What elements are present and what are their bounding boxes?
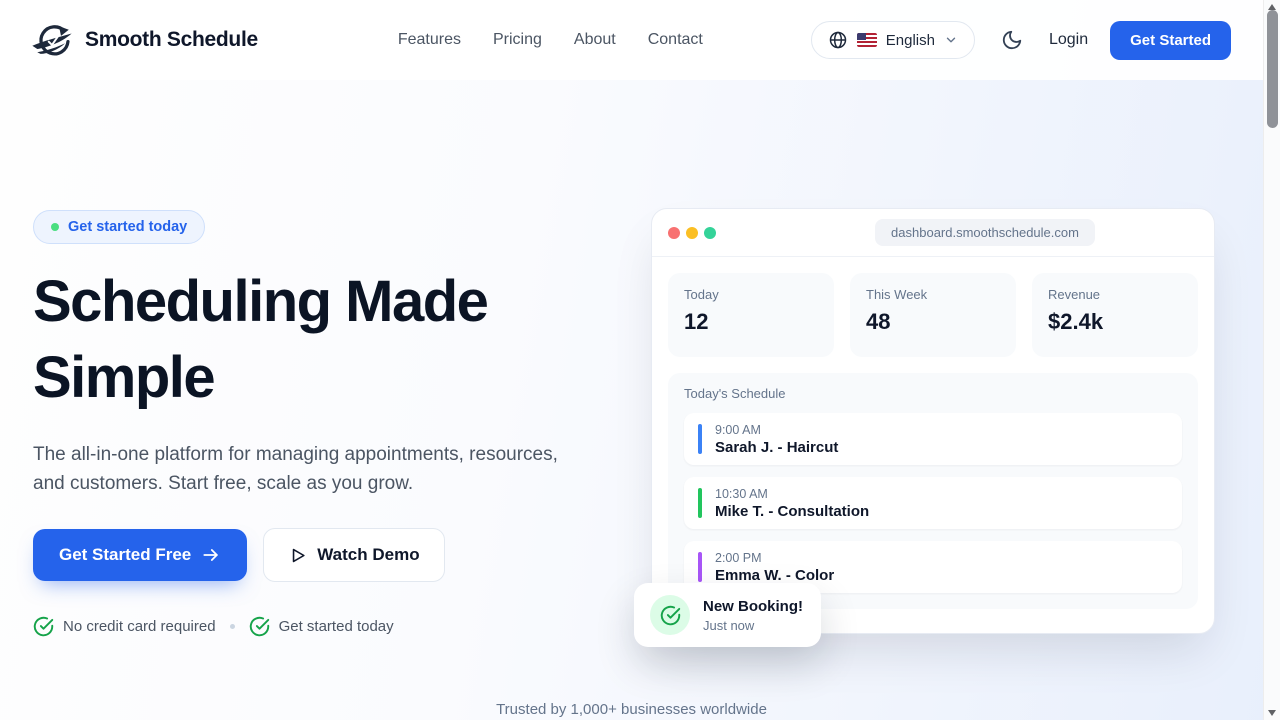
- appointment-name: Emma W. - Color: [715, 566, 835, 584]
- scroll-up-arrow-icon[interactable]: [1268, 4, 1276, 10]
- arrow-right-icon: [201, 545, 221, 565]
- toast-subtitle: Just now: [703, 617, 755, 633]
- chevron-down-icon: [944, 33, 958, 47]
- page-scrollbar[interactable]: [1263, 0, 1280, 720]
- brand-logo[interactable]: Smooth Schedule: [32, 22, 258, 58]
- stat-label: Today: [684, 287, 719, 302]
- nav-link-features[interactable]: Features: [397, 31, 461, 48]
- stat-card-today: Today 12: [668, 273, 834, 357]
- dot-separator: [229, 624, 235, 629]
- stat-value: 12: [684, 309, 709, 334]
- check-circle-icon: [249, 616, 270, 637]
- stat-value: 48: [866, 309, 891, 334]
- brand-name: Smooth Schedule: [85, 28, 258, 51]
- get-started-button[interactable]: Get Started: [1110, 20, 1231, 60]
- watch-demo-label: Watch Demo: [317, 545, 420, 564]
- check-item: No credit card required: [33, 616, 216, 637]
- stats-row: Today 12 This Week 48 Revenue $2.4k: [668, 273, 1198, 357]
- language-label: English: [885, 31, 935, 49]
- login-link[interactable]: Login: [1048, 31, 1089, 48]
- scrollbar-thumb[interactable]: [1267, 10, 1278, 128]
- us-flag-icon: [856, 33, 877, 47]
- browser-window: dashboard.smoothschedule.com Today 12 Th…: [634, 208, 1215, 647]
- toast-title: New Booking!: [703, 597, 803, 615]
- hero-badge-label: Get started today: [68, 219, 188, 235]
- stat-card-week: This Week 48: [850, 273, 1016, 357]
- stat-value: $2.4k: [1048, 309, 1104, 334]
- scroll-down-arrow-icon[interactable]: [1268, 710, 1276, 716]
- nav-link-pricing[interactable]: Pricing: [493, 31, 542, 48]
- trust-text: Trusted by 1,000+ businesses worldwide: [496, 701, 767, 718]
- hero-cta-row: Get Started Free Watch Demo: [33, 528, 613, 582]
- logo-swoosh-icon: [32, 22, 72, 58]
- maximize-window-icon: [704, 226, 716, 239]
- hero-copy: Get started today Scheduling Made Simple…: [33, 208, 613, 637]
- hero-badge: Get started today: [33, 210, 206, 244]
- appointment-time: 10:30 AM: [715, 486, 768, 501]
- schedule-title: Today's Schedule: [684, 386, 786, 401]
- dark-mode-toggle[interactable]: [997, 25, 1027, 55]
- new-booking-toast: New Booking! Just now: [634, 583, 821, 647]
- booking-check-icon: [650, 595, 690, 635]
- language-selector[interactable]: English: [810, 21, 975, 59]
- appointment-accent-bar: [698, 488, 702, 518]
- appointment-accent-bar: [698, 424, 702, 454]
- close-window-icon: [668, 226, 680, 239]
- appointment-name: Sarah J. - Haircut: [715, 438, 839, 456]
- play-icon: [288, 546, 307, 565]
- get-started-free-label: Get Started Free: [59, 545, 192, 564]
- hero-description: The all-in-one platform for managing app…: [33, 444, 558, 494]
- check-circle-icon: [33, 616, 54, 637]
- globe-icon: [828, 30, 848, 50]
- main-nav: Features Pricing About Contact: [398, 31, 703, 49]
- check-label: No credit card required: [63, 618, 216, 635]
- check-label: Get started today: [278, 618, 394, 635]
- appointment-row: 10:30 AM Mike T. - Consultation: [684, 477, 1182, 529]
- nav-link-contact[interactable]: Contact: [647, 31, 703, 48]
- header: Smooth Schedule Features Pricing About C…: [0, 0, 1263, 80]
- schedule-panel: Today's Schedule 9:00 AM Sarah J. - Hair…: [668, 373, 1198, 609]
- dashboard-mockup: dashboard.smoothschedule.com Today 12 Th…: [634, 208, 1215, 647]
- check-item: Get started today: [249, 616, 394, 637]
- appointment-time: 2:00 PM: [715, 550, 762, 565]
- address-bar: dashboard.smoothschedule.com: [875, 219, 1095, 246]
- minimize-window-icon: [686, 226, 698, 239]
- appointment-name: Mike T. - Consultation: [715, 502, 870, 520]
- stat-card-revenue: Revenue $2.4k: [1032, 273, 1198, 357]
- hero-checklist: No credit card required Get started toda…: [33, 616, 613, 637]
- hero-section: Get started today Scheduling Made Simple…: [0, 80, 1263, 647]
- appointment-row: 9:00 AM Sarah J. - Haircut: [684, 413, 1182, 465]
- green-dot-icon: [51, 223, 59, 231]
- appointment-time: 9:00 AM: [715, 422, 761, 437]
- watch-demo-button[interactable]: Watch Demo: [263, 528, 445, 582]
- stat-label: This Week: [866, 287, 928, 302]
- dashboard-body: Today 12 This Week 48 Revenue $2.4k: [652, 257, 1214, 625]
- traffic-lights: [668, 226, 716, 239]
- browser-chrome: dashboard.smoothschedule.com: [652, 209, 1214, 257]
- stat-label: Revenue: [1048, 287, 1101, 302]
- moon-icon: [1001, 29, 1023, 51]
- appointment-accent-bar: [698, 552, 702, 582]
- header-actions: English Login Get Started: [810, 20, 1231, 60]
- page-title: Scheduling Made Simple: [33, 269, 489, 410]
- get-started-free-button[interactable]: Get Started Free: [33, 529, 248, 581]
- nav-link-about[interactable]: About: [573, 31, 616, 48]
